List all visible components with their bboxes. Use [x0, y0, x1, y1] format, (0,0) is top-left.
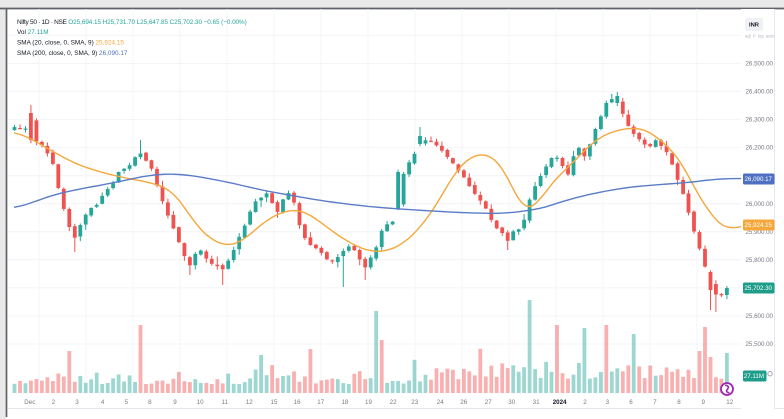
svg-text:30: 30 — [508, 399, 515, 406]
svg-text:16: 16 — [294, 399, 301, 406]
svg-text:25,702.30: 25,702.30 — [744, 285, 772, 292]
svg-text:31: 31 — [533, 399, 540, 406]
svg-text:26,300.00: 26,300.00 — [745, 117, 773, 124]
svg-text:26,090.17: 26,090.17 — [744, 176, 772, 183]
svg-text:INR: INR — [749, 23, 760, 29]
svg-text:7: 7 — [653, 399, 657, 406]
svg-text:27.11M: 27.11M — [744, 373, 764, 380]
svg-text:22: 22 — [390, 399, 397, 406]
svg-text:6: 6 — [629, 399, 633, 406]
svg-text:18: 18 — [341, 399, 348, 406]
svg-text:5: 5 — [125, 399, 129, 406]
svg-text:26,500.00: 26,500.00 — [745, 61, 773, 68]
svg-text:25,600.00: 25,600.00 — [745, 313, 773, 320]
svg-text:12: 12 — [726, 399, 733, 406]
svg-text:25,800.00: 25,800.00 — [745, 257, 773, 264]
svg-text:2: 2 — [52, 399, 56, 406]
svg-text:8: 8 — [677, 399, 681, 406]
svg-text:19: 19 — [365, 399, 372, 406]
svg-text:SMA (200, close, 0, SMA, 9) 26: SMA (200, close, 0, SMA, 9) 26,090.17 — [17, 50, 128, 57]
svg-text:11: 11 — [221, 399, 228, 406]
svg-text:9: 9 — [173, 399, 177, 406]
svg-text:Nifty 50 · 1D · NSE O25,694.15: Nifty 50 · 1D · NSE O25,694.15 H25,731.7… — [17, 19, 247, 26]
svg-text:3: 3 — [606, 399, 610, 406]
svg-text:17: 17 — [317, 399, 324, 406]
svg-text:26,200.00: 26,200.00 — [745, 145, 773, 152]
svg-text:23: 23 — [411, 399, 418, 406]
svg-text:2: 2 — [583, 399, 587, 406]
svg-text:Vol 27.11M: Vol 27.11M — [17, 29, 49, 36]
svg-text:25,900.00: 25,900.00 — [745, 229, 773, 236]
svg-text:SMA (20, close, 0, SMA, 9) 25,: SMA (20, close, 0, SMA, 9) 25,924.15 — [17, 40, 124, 47]
svg-text:15: 15 — [271, 399, 278, 406]
svg-text:Dec: Dec — [24, 399, 35, 406]
svg-text:26,400.00: 26,400.00 — [745, 89, 773, 96]
svg-text:3: 3 — [75, 399, 79, 406]
svg-text:24: 24 — [437, 399, 444, 406]
svg-text:26: 26 — [460, 399, 467, 406]
svg-text:10: 10 — [197, 399, 204, 406]
svg-text:25,924.15: 25,924.15 — [744, 222, 772, 229]
svg-text:9: 9 — [701, 399, 705, 406]
svg-text:27: 27 — [485, 399, 492, 406]
svg-text:8: 8 — [148, 399, 152, 406]
svg-text:25,500.00: 25,500.00 — [745, 341, 773, 348]
svg-text:12: 12 — [246, 399, 253, 406]
svg-text:adj P log auto: adj P log auto — [745, 34, 775, 39]
svg-text:2024: 2024 — [553, 399, 567, 406]
svg-text:26,000.00: 26,000.00 — [745, 201, 773, 208]
svg-text:4: 4 — [101, 399, 105, 406]
